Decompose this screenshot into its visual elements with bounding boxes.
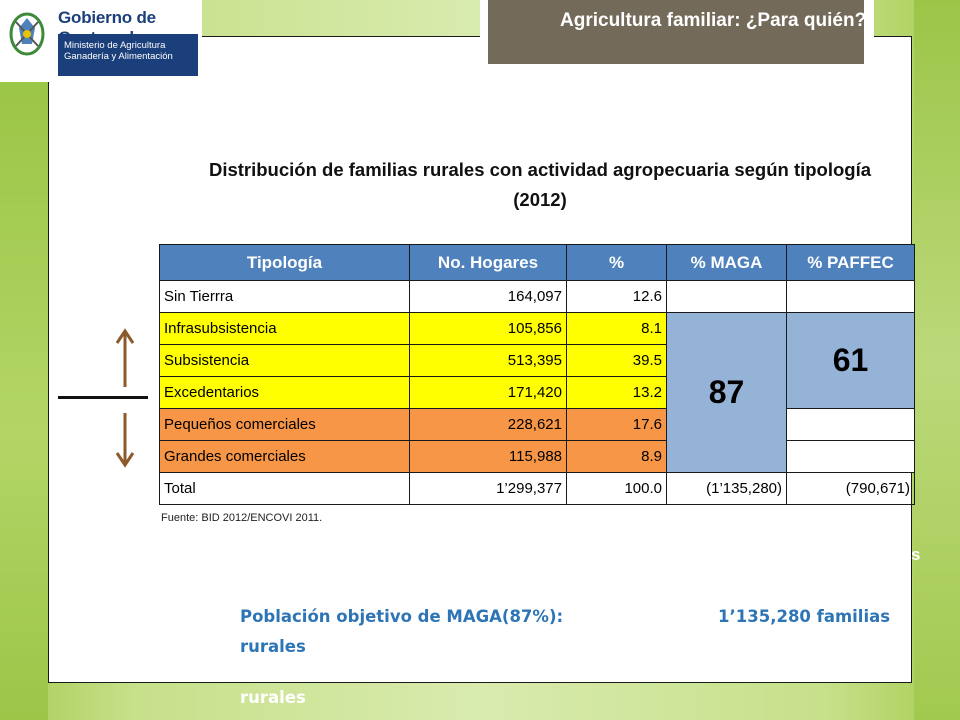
population-suffix: rurales bbox=[240, 637, 306, 656]
table-row: Pequeños comerciales 228,621 17.6 bbox=[159, 408, 915, 441]
row-label: Subsistencia bbox=[159, 344, 410, 377]
government-logo: Gobierno de Guatemala Ministerio de Agri… bbox=[0, 0, 202, 82]
typology-table: Tipología No. Hogares % % MAGA % PAFFEC … bbox=[159, 244, 915, 505]
total-hogares: 1’299,377 bbox=[409, 472, 567, 505]
right-decor-band bbox=[914, 0, 960, 720]
table-total-row: Total 1’299,377 100.0 (1’135,280) (790,6… bbox=[159, 472, 915, 505]
row-pct: 12.6 bbox=[566, 280, 667, 313]
population-target: Población objetivo de MAGA(87%): 1’135,2… bbox=[240, 602, 930, 662]
header-paffec: % PAFFEC bbox=[786, 244, 915, 281]
total-pct: 100.0 bbox=[566, 472, 667, 505]
row-paffec-empty bbox=[786, 440, 915, 473]
row-label: Excedentarios bbox=[159, 376, 410, 409]
row-label: Grandes comerciales bbox=[159, 440, 410, 473]
paffec-merged-value: 61 bbox=[786, 312, 915, 409]
table-row: Infrasubsistencia 105,856 8.1 87 61 bbox=[159, 312, 915, 473]
source-note: Fuente: BID 2012/ENCOVI 2011. bbox=[161, 512, 323, 524]
row-pct: 39.5 bbox=[566, 344, 667, 377]
row-label: Pequeños comerciales bbox=[159, 408, 410, 441]
ministry-line-2: Ganadería y Alimentación bbox=[64, 51, 173, 62]
population-suffix-repeat: rurales bbox=[240, 688, 306, 707]
total-label: Total bbox=[159, 472, 410, 505]
population-label: Población objetivo de MAGA(87%): bbox=[240, 607, 564, 626]
total-paffec: (790,671) bbox=[786, 472, 915, 505]
row-hogares: 171,420 bbox=[409, 376, 567, 409]
row-maga-empty bbox=[666, 280, 787, 313]
table-title: Distribución de familias rurales con act… bbox=[208, 159, 872, 210]
row-pct: 13.2 bbox=[566, 376, 667, 409]
row-pct: 17.6 bbox=[566, 408, 667, 441]
row-pct: 8.1 bbox=[566, 312, 667, 345]
table-header-row: Tipología No. Hogares % % MAGA % PAFFEC bbox=[159, 244, 915, 281]
coat-of-arms-icon bbox=[9, 12, 45, 56]
header-hogares: No. Hogares bbox=[409, 244, 567, 281]
header-maga: % MAGA bbox=[666, 244, 787, 281]
ministry-bar bbox=[58, 34, 198, 76]
row-label: Infrasubsistencia bbox=[159, 312, 410, 345]
table-row: Sin Tierrra 164,097 12.6 bbox=[159, 280, 915, 313]
table-row: Subsistencia 513,395 39.5 bbox=[159, 344, 915, 377]
double-arrow-icon bbox=[115, 328, 135, 468]
left-decor-band bbox=[0, 0, 48, 720]
slide-title: Agricultura familiar: ¿Para quién? bbox=[560, 10, 867, 31]
divider-line bbox=[58, 396, 148, 399]
overflow-text-fragment: s bbox=[911, 545, 921, 564]
row-hogares: 228,621 bbox=[409, 408, 567, 441]
row-hogares: 105,856 bbox=[409, 312, 567, 345]
row-label: Sin Tierrra bbox=[159, 280, 410, 313]
header-tipologia: Tipología bbox=[159, 244, 410, 281]
row-hogares: 115,988 bbox=[409, 440, 567, 473]
row-pct: 8.9 bbox=[566, 440, 667, 473]
total-maga: (1’135,280) bbox=[666, 472, 787, 505]
title-box bbox=[488, 0, 864, 64]
row-hogares: 164,097 bbox=[409, 280, 567, 313]
population-value: 1’135,280 familias bbox=[718, 607, 891, 626]
maga-merged-value: 87 bbox=[666, 312, 787, 473]
row-paffec-empty bbox=[786, 280, 915, 313]
table-row: Excedentarios 171,420 13.2 bbox=[159, 376, 915, 409]
row-paffec-empty bbox=[786, 408, 915, 441]
ministry-line-1: Ministerio de Agricultura bbox=[64, 40, 166, 51]
ministry-name: Ministerio de Agricultura Ganadería y Al… bbox=[64, 40, 196, 62]
row-hogares: 513,395 bbox=[409, 344, 567, 377]
header-pct: % bbox=[566, 244, 667, 281]
table-row: Grandes comerciales 115,988 8.9 bbox=[159, 440, 915, 473]
